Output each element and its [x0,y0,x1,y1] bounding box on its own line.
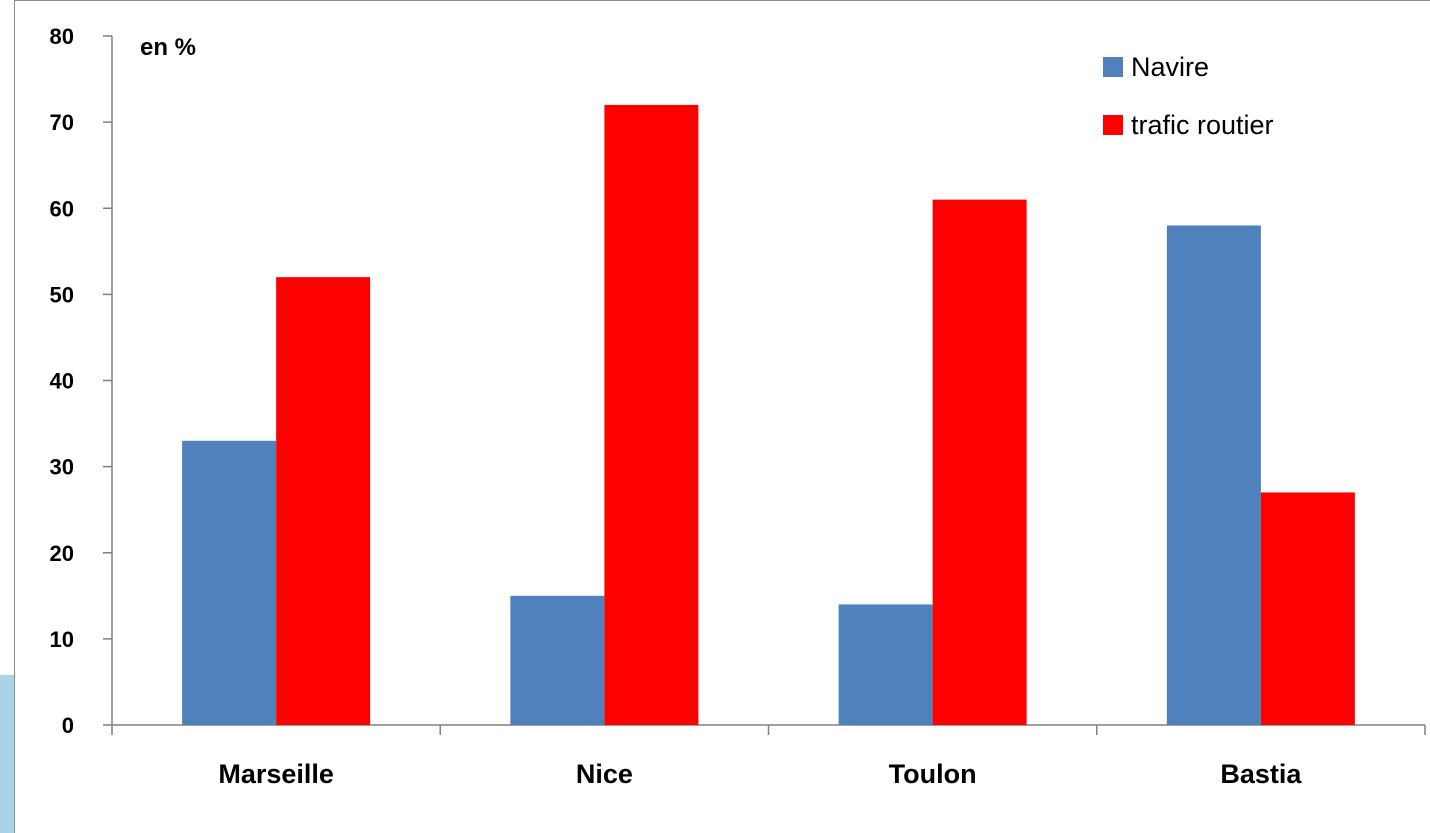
labels-layer: 0 10 20 30 40 50 60 70 80 Marseille Nice Toulon Bast… [50,24,1303,789]
x-category-label: Marseille [218,759,334,789]
bar-trafic-routier-marseille [276,277,371,725]
x-category-label: Bastia [1220,759,1302,789]
bars-layer [182,104,1355,725]
y-tick-label: 0 [62,713,74,738]
unit-label: en % [140,34,196,61]
decorative-strip [0,675,14,833]
legend-swatch-trafic-routier [1103,115,1123,135]
x-category-label: Toulon [889,759,977,789]
legend-label-trafic-routier: trafic routier [1131,110,1274,140]
y-tick-label: 60 [50,196,74,221]
legend: Navire trafic routier [1103,52,1274,140]
bar-trafic-routier-toulon [932,199,1027,725]
y-tick-label: 70 [50,110,74,135]
y-tick-label: 20 [50,541,74,566]
y-tick-label: 80 [50,24,74,49]
bar-navire-toulon [838,604,933,725]
bar-navire-marseille [182,440,277,725]
legend-swatch-navire [1103,57,1123,77]
bar-navire-bastia [1166,225,1261,725]
y-tick-label: 10 [50,627,74,652]
y-tick-label: 30 [50,455,74,480]
y-tick-label: 50 [50,282,74,307]
y-tick-label: 40 [50,369,74,394]
bar-trafic-routier-nice [604,104,699,725]
bar-trafic-routier-bastia [1260,492,1355,725]
x-category-label: Nice [576,759,633,789]
legend-label-navire: Navire [1131,52,1209,82]
bar-navire-nice [510,595,605,725]
